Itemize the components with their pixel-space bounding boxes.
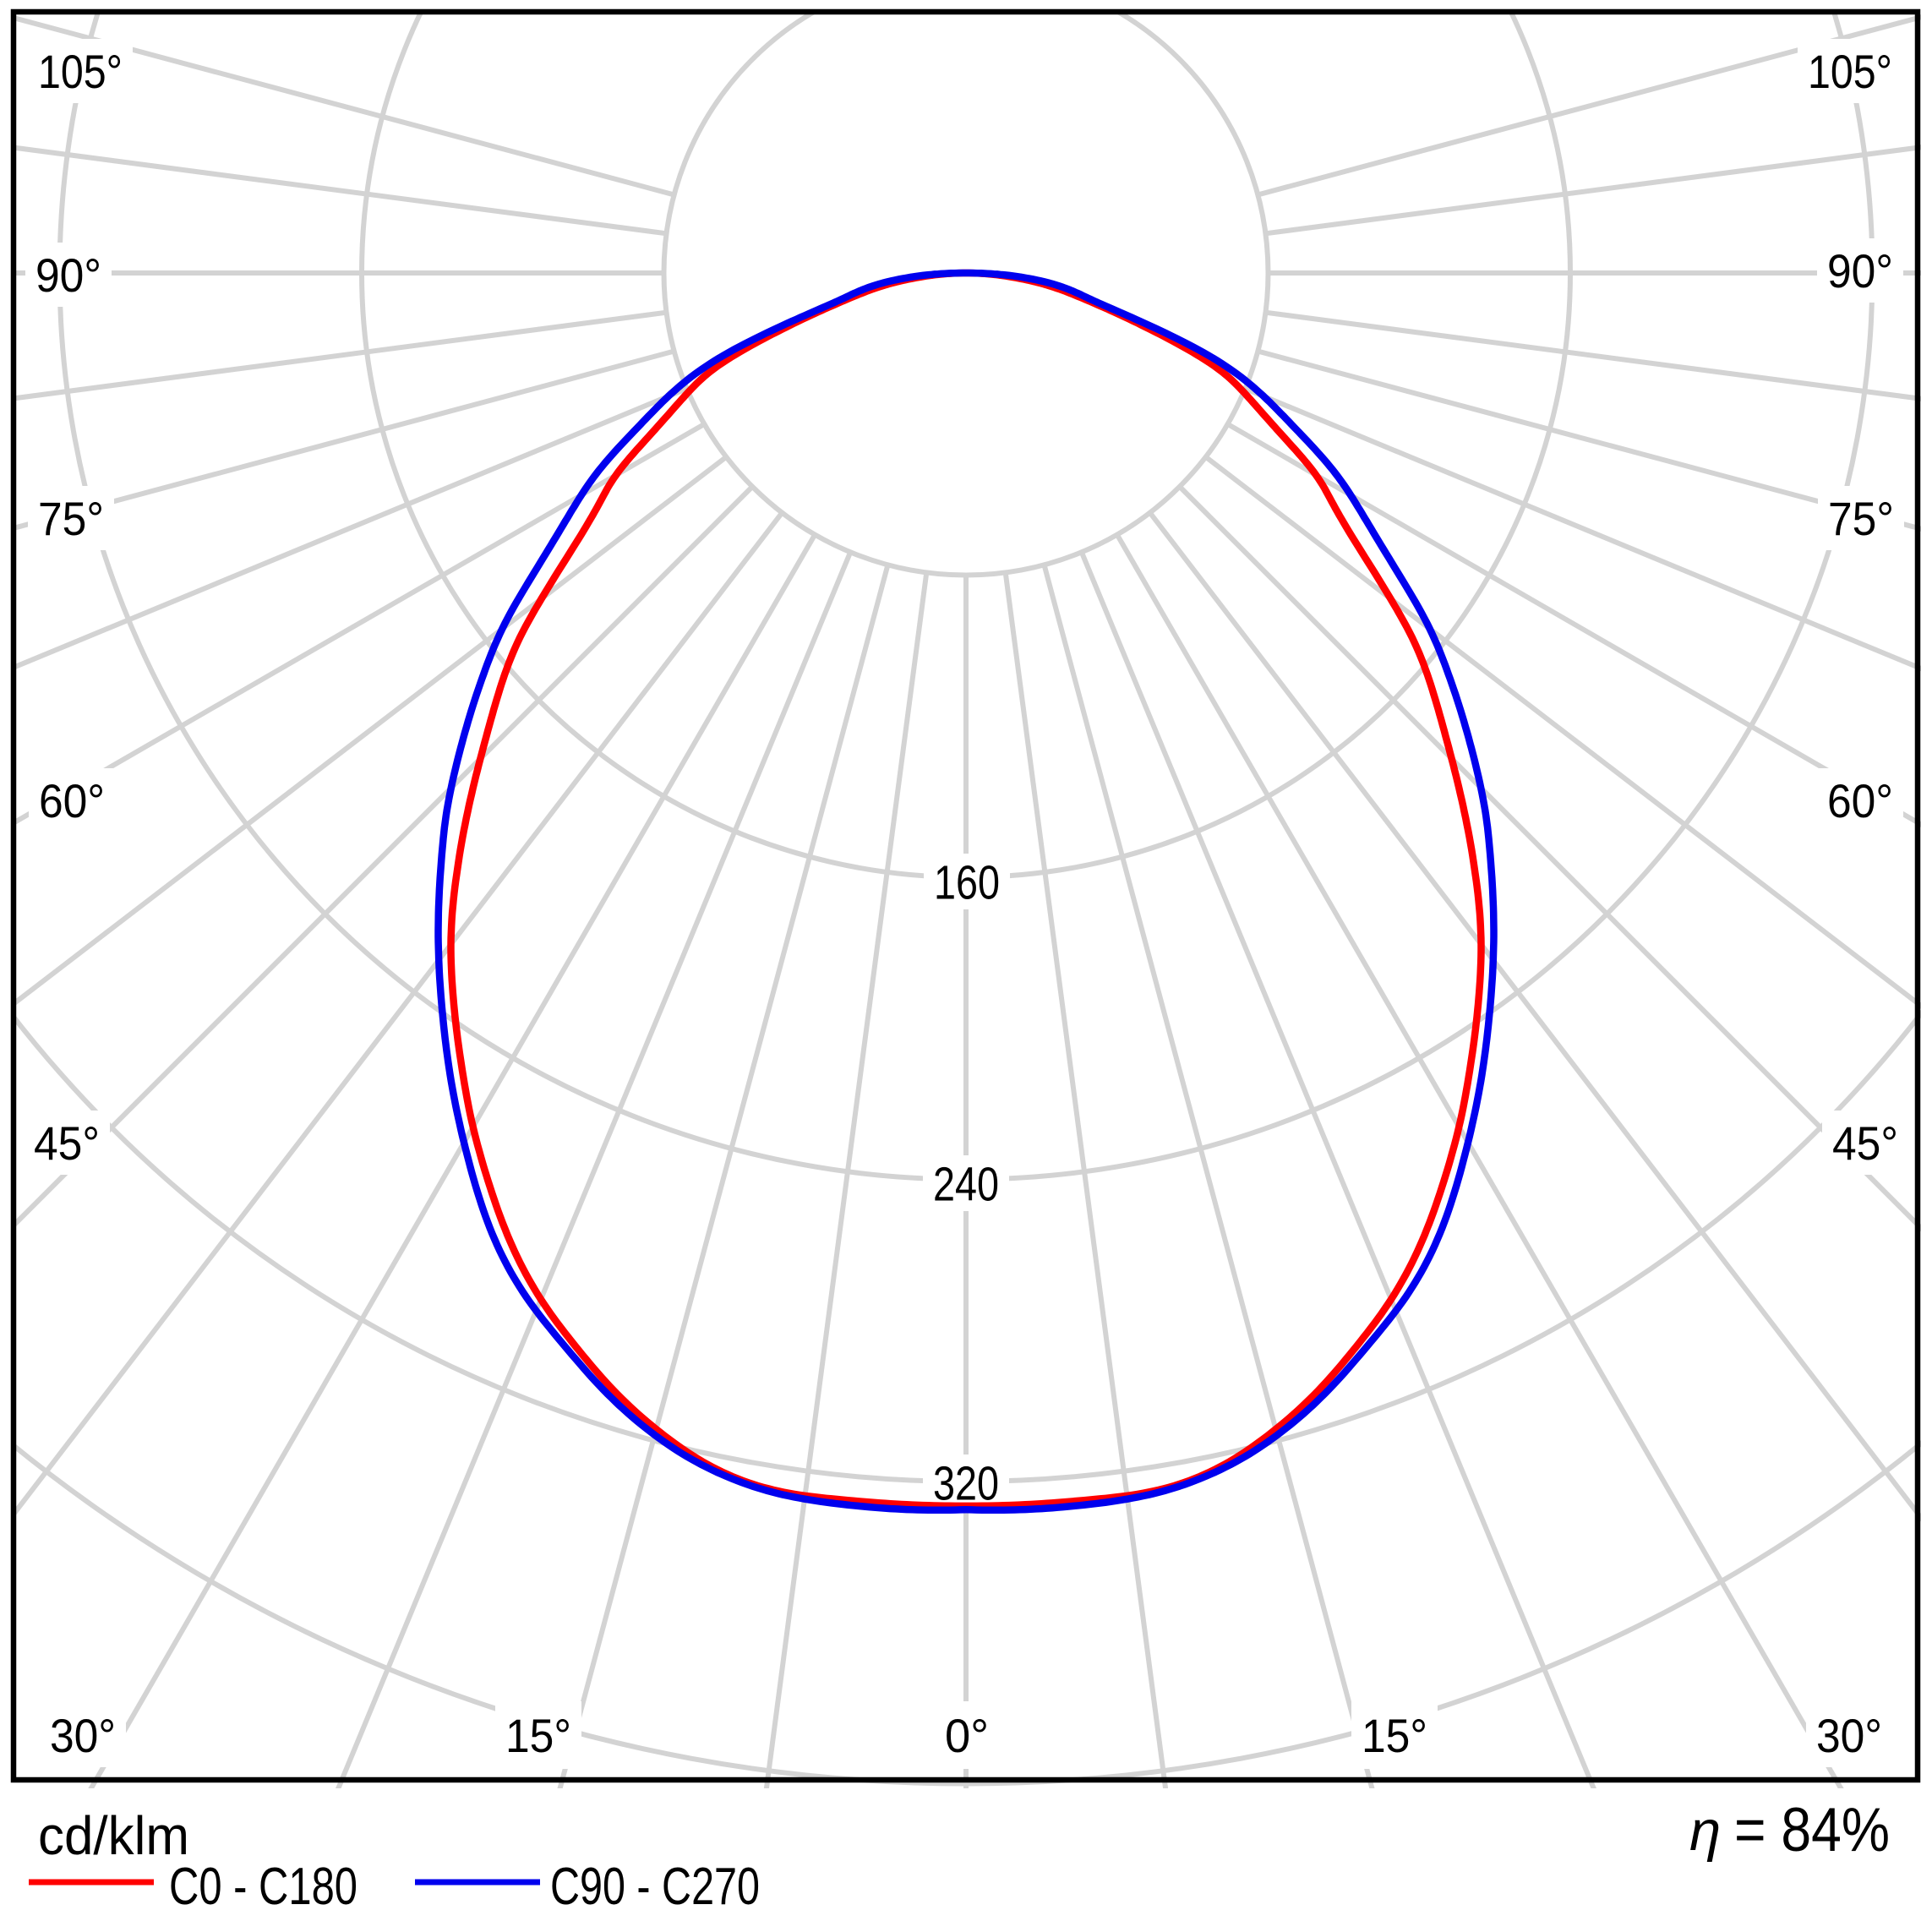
svg-text:0°: 0° (945, 1709, 989, 1762)
svg-text:45°: 45° (1832, 1116, 1898, 1170)
svg-text:240: 240 (933, 1157, 999, 1211)
svg-text:15°: 15° (505, 1709, 571, 1762)
svg-text:cd/klm: cd/klm (38, 1805, 189, 1866)
svg-text:C90 - C270: C90 - C270 (550, 1858, 760, 1916)
svg-text:160: 160 (934, 855, 1000, 909)
svg-text:75°: 75° (38, 492, 104, 545)
svg-text:45°: 45° (34, 1116, 100, 1170)
svg-text:90°: 90° (35, 248, 101, 302)
svg-text:60°: 60° (1827, 774, 1893, 827)
svg-text:320: 320 (933, 1456, 999, 1510)
svg-text:90°: 90° (1827, 244, 1893, 297)
svg-text:30°: 30° (50, 1709, 116, 1762)
svg-text:105°: 105° (38, 45, 123, 98)
svg-text:105°: 105° (1808, 45, 1892, 98)
svg-text:75°: 75° (1828, 492, 1894, 545)
svg-text:C0 - C180: C0 - C180 (169, 1858, 357, 1916)
svg-text:η: η (1689, 1799, 1721, 1863)
svg-text:15°: 15° (1362, 1709, 1427, 1762)
svg-text:30°: 30° (1816, 1709, 1882, 1762)
svg-text:60°: 60° (39, 774, 105, 827)
svg-text:= 84%: = 84% (1734, 1796, 1890, 1864)
